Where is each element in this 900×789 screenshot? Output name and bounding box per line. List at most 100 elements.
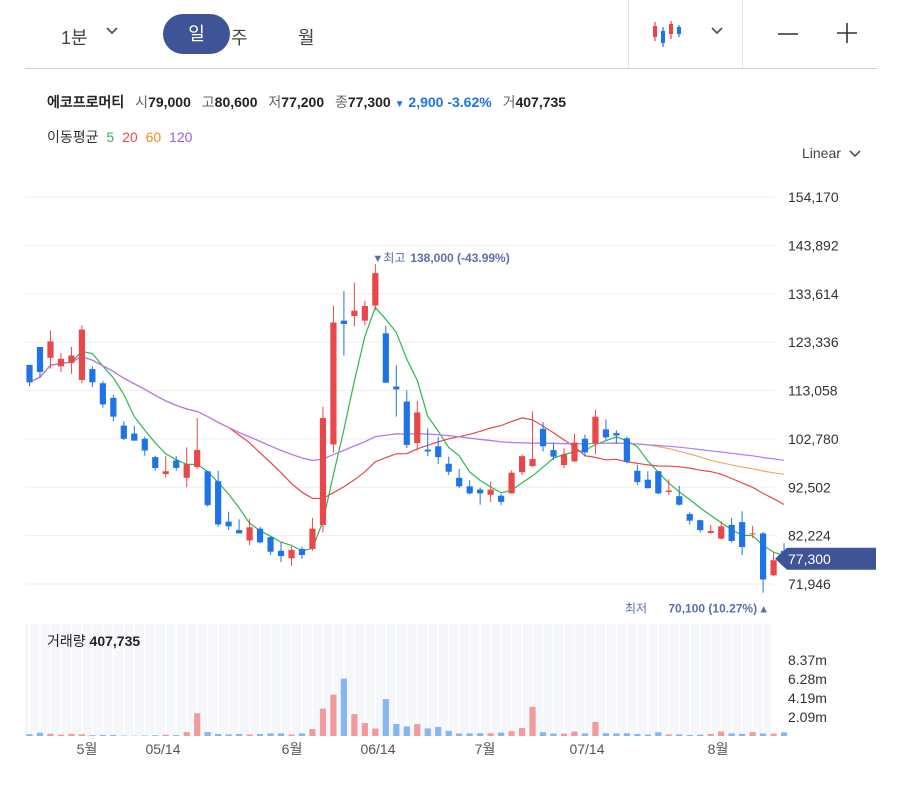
volume-bar [277, 733, 285, 736]
candle-body [550, 450, 557, 457]
candle [665, 479, 672, 496]
volume-bar [309, 729, 316, 736]
open-value: 79,000 [148, 94, 191, 110]
volume-bar [435, 726, 442, 736]
volume-bar [361, 723, 368, 736]
candle [770, 552, 777, 577]
candle [498, 493, 505, 506]
candle-body [770, 560, 777, 576]
candle-body [529, 459, 536, 467]
price-axis: 154,170 143,892 133,614 123,336 113,058 102,7… [788, 189, 839, 592]
volume-bar [728, 733, 735, 736]
candle-body [215, 481, 222, 525]
change-value: 2,900 [408, 94, 444, 110]
date-tick-label: 06/14 [360, 741, 395, 757]
candle-body [644, 479, 651, 489]
volume-bar [623, 733, 630, 736]
candle [351, 282, 358, 327]
candle [424, 428, 431, 457]
chart-type-chevron-down-icon[interactable] [710, 24, 724, 43]
candle [256, 526, 264, 544]
candle [560, 448, 568, 469]
date-tick-label: 8월 [708, 741, 729, 757]
scale-select[interactable]: Linear [802, 145, 862, 161]
change-arrow-icon: ▼ [394, 99, 405, 110]
candle [414, 400, 421, 451]
volume-bar [592, 721, 599, 736]
volume-bar [634, 733, 641, 736]
candle-body [78, 329, 85, 380]
candle-body [414, 412, 421, 444]
candle [382, 325, 389, 383]
volume-bar [529, 706, 536, 736]
volume-bar [215, 734, 222, 736]
volume-bar [665, 734, 672, 736]
candle [435, 436, 442, 465]
candle [529, 411, 536, 468]
candle [539, 421, 547, 452]
candle-body [749, 533, 756, 535]
candle [215, 470, 222, 527]
current-price-tag [775, 547, 876, 570]
volume-bar [393, 724, 400, 736]
candle-body [728, 524, 735, 541]
candle [372, 264, 379, 311]
candlestick-chart-icon[interactable] [651, 19, 683, 54]
candle [162, 455, 169, 478]
candle-body [571, 442, 578, 462]
volume-bar [770, 733, 777, 736]
candle [78, 325, 85, 384]
candle-body [498, 495, 505, 502]
volume-bar [456, 733, 463, 736]
zoom-out-icon[interactable] [777, 24, 799, 49]
volume-bar [78, 734, 85, 736]
volume-bar [749, 732, 756, 736]
volume-bar [498, 732, 505, 736]
candle-body [319, 418, 327, 525]
interval-select[interactable]: 1분 [61, 28, 88, 48]
stock-name: 에코프로머티 [47, 94, 125, 110]
candle [110, 395, 117, 422]
candle [194, 418, 201, 469]
candle [204, 470, 211, 507]
volume-bar [183, 732, 190, 736]
volume-panel: 8.37m 6.28m 4.19m 2.09m [25, 624, 827, 736]
candlesticks [26, 264, 788, 593]
zoom-in-icon[interactable] [836, 22, 858, 49]
volume-bar [225, 734, 232, 736]
scale-label: Linear [802, 145, 841, 161]
candle-body [110, 397, 117, 417]
tab-day[interactable]: 일 [163, 14, 230, 54]
price-tick-label: 82,224 [788, 528, 831, 544]
toolbar-divider [628, 0, 629, 68]
candle [634, 464, 641, 485]
volume-bar [686, 734, 693, 736]
volume-bar [550, 733, 557, 736]
candle [550, 442, 557, 460]
chevron-down-icon[interactable] [105, 22, 119, 43]
ma-20-label: 20 [122, 129, 138, 145]
high-annotation-value: 138,000 (-43.99%) [410, 251, 509, 265]
tab-month[interactable]: 월 [298, 28, 315, 48]
candle [445, 456, 452, 476]
candle [68, 347, 75, 374]
candle-body [225, 521, 232, 527]
candle [246, 518, 253, 546]
tab-week[interactable]: 주 [231, 28, 248, 48]
candle-body [445, 463, 452, 472]
volume-bar [57, 734, 65, 736]
candle [487, 481, 494, 502]
volume-bar [445, 730, 452, 736]
volume-bar [256, 734, 264, 736]
candle-body [68, 355, 75, 364]
moving-average-legend: 이동평균 5 20 60 120 [47, 127, 192, 147]
candle-body [655, 471, 662, 494]
candle-body [456, 477, 463, 487]
candle-body [162, 471, 169, 475]
candle [686, 512, 693, 525]
low-annotation-value: 70,100 (10.27%) [668, 602, 757, 616]
date-tick-label: 5월 [77, 741, 98, 757]
candle-body [393, 386, 400, 390]
volume-bar [89, 735, 96, 736]
